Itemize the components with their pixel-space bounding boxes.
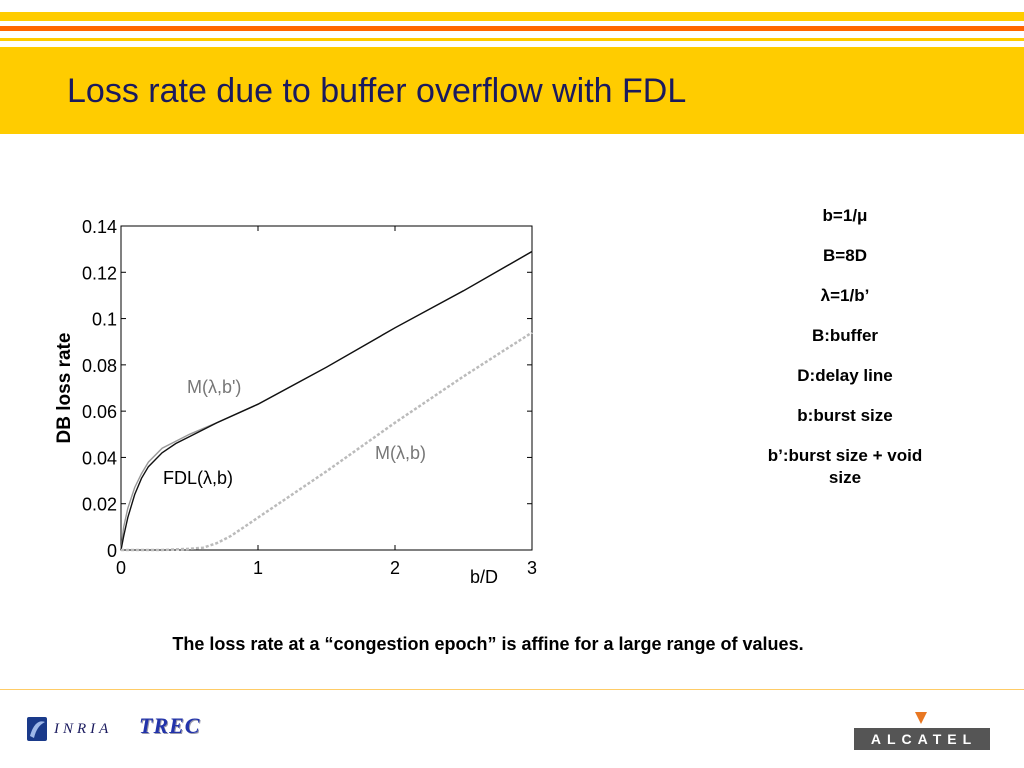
x-tick-label: 1 [253, 558, 263, 578]
note-delay-line: D:delay line [797, 366, 893, 385]
inria-wordmark: INRIA [54, 720, 113, 737]
y-tick-label: 0.12 [82, 263, 117, 283]
series-label-m-b-prime: M(λ,b') [187, 377, 241, 397]
alcatel-wordmark: ALCATEL [854, 728, 990, 750]
alcatel-logo: ALCATEL [854, 712, 990, 752]
note-b: b=1/μ [822, 206, 868, 225]
inria-swoosh-icon [27, 717, 47, 741]
series-line-1 [120, 250, 533, 551]
y-tick-label: 0.04 [82, 448, 117, 468]
note-buffer: B:buffer [811, 326, 879, 345]
y-tick-label: 0 [107, 541, 117, 561]
y-tick-label: 0.14 [82, 217, 117, 237]
x-axis-label: b/D [470, 567, 498, 587]
y-axis-label: DB loss rate [54, 333, 75, 444]
inria-logo: INRIA [26, 714, 112, 744]
top-stripe-orange [0, 26, 1024, 31]
series-line-2 [121, 331, 533, 552]
x-tick-label: 2 [390, 558, 400, 578]
slide-caption: The loss rate at a “congestion epoch” is… [172, 634, 804, 654]
alcatel-triangle-icon [915, 712, 927, 724]
note-burst-size: b:burst size [797, 406, 893, 425]
note-lambda: λ=1/b’ [820, 286, 870, 305]
note-burst-void: b’:burst size + void size [767, 446, 923, 487]
y-tick-label: 0.08 [82, 356, 117, 376]
loss-rate-chart: 0 0.02 0.04 0.06 0.08 0.1 0.12 0.14 0 1 2 3 DB loss… [54, 217, 537, 587]
x-tick-label: 3 [527, 558, 537, 578]
series-label-fdl: FDL(λ,b) [163, 468, 233, 488]
slide-title: Loss rate due to buffer overflow with FD… [67, 72, 687, 110]
top-stripe-yellow-thin [0, 38, 1024, 41]
y-tick-label: 0.1 [92, 310, 117, 330]
x-tick-label: 0 [116, 558, 126, 578]
parameter-notes: b=1/μ B=8D λ=1/b’ B:buffer D:delay line … [750, 205, 940, 507]
y-tick-label: 0.06 [82, 402, 117, 422]
note-buffer-size: B=8D [823, 246, 867, 265]
y-tick-label: 0.02 [82, 495, 117, 515]
footer-divider [0, 689, 1024, 690]
title-band [0, 47, 1024, 134]
top-stripe-yellow [0, 12, 1024, 21]
trec-logo: TREC [139, 713, 201, 738]
series-label-m-b: M(λ,b) [375, 443, 426, 463]
plot-area [120, 225, 533, 551]
